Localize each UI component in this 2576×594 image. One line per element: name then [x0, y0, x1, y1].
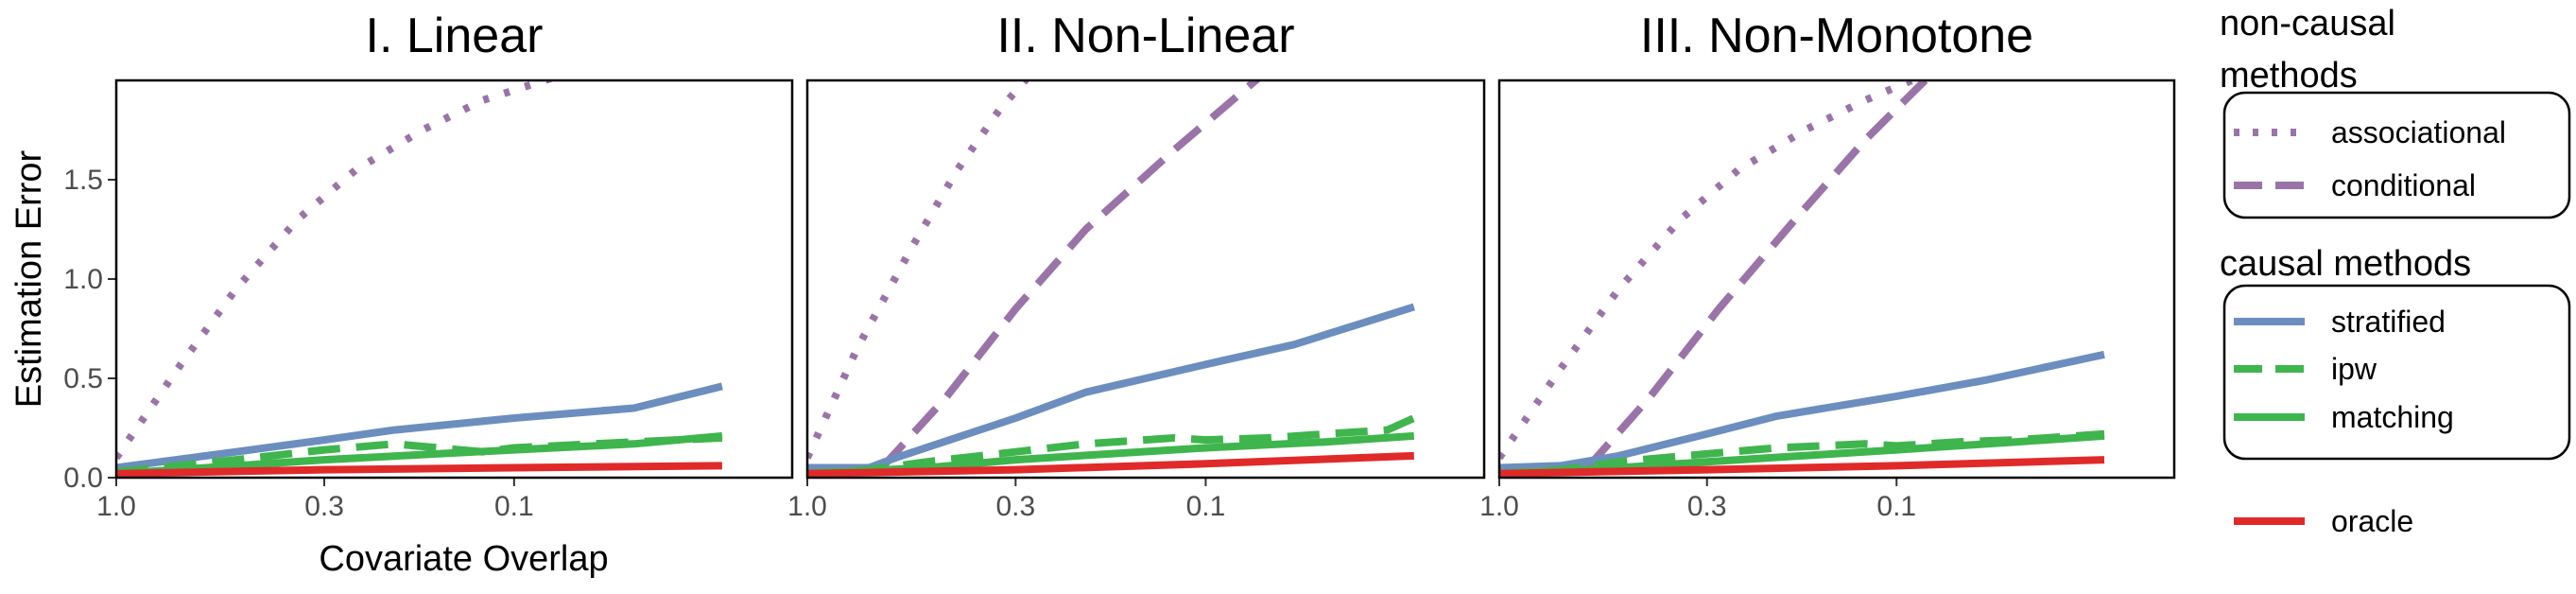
- x-tick-label: 1.0: [96, 491, 136, 522]
- legend-title: non-causal: [2220, 4, 2395, 44]
- series-line-associational: [807, 80, 1030, 460]
- x-axis-label: Covariate Overlap: [319, 539, 608, 579]
- legend-box: [2222, 284, 2571, 461]
- legend-label-ipw: ipw: [2331, 352, 2377, 386]
- x-tick-label: 0.3: [995, 491, 1035, 522]
- legend-label-associational: associational: [2331, 115, 2506, 149]
- series-line-oracle: [807, 451, 1414, 478]
- panel-title: I. Linear: [366, 9, 544, 63]
- x-tick-label: 0.1: [1876, 491, 1916, 522]
- panel-frame: [805, 79, 1486, 480]
- panel-series: [1499, 80, 2105, 478]
- series-line-stratified: [1499, 350, 2105, 472]
- panel-frame: [1497, 79, 2176, 480]
- legend-title: causal methods: [2220, 244, 2471, 284]
- y-tick-label: 0.5: [63, 363, 103, 394]
- panel-1: I. Linear 1.0 0.3 0.1: [96, 9, 794, 522]
- y-tick-label: 1.0: [63, 264, 103, 295]
- x-tick-label: 0.1: [1186, 491, 1226, 522]
- panel-2: II. Non-Linear 1.0 0.3 0.1: [787, 9, 1486, 522]
- panel-title: III. Non-Monotone: [1640, 9, 2033, 63]
- series-line-stratified: [116, 382, 723, 472]
- legend-label-matching: matching: [2331, 400, 2454, 434]
- legend-box: [2222, 91, 2571, 219]
- series-line-conditional: [878, 80, 1262, 471]
- x-tick-label: 0.1: [494, 491, 534, 522]
- legend-label-stratified: stratified: [2331, 305, 2446, 339]
- series-line-matching: [116, 431, 723, 478]
- series-line-conditional: [1584, 80, 1931, 471]
- x-tick-label: 0.3: [304, 491, 344, 522]
- y-tick-label: 1.5: [63, 165, 103, 196]
- y-tick-label: 0.0: [63, 463, 103, 494]
- legend-label-conditional: conditional: [2331, 168, 2476, 202]
- panel-3: III. Non-Monotone 1.0 0.3 0.1: [1479, 9, 2176, 522]
- legend-title: methods: [2220, 56, 2358, 96]
- x-tick-label: 0.3: [1687, 491, 1727, 522]
- series-line-oracle: [116, 462, 722, 478]
- x-tick-label: 1.0: [787, 491, 827, 522]
- panel-series: [116, 80, 723, 478]
- legend-label-oracle: oracle: [2331, 504, 2413, 538]
- legend: non-causal methods associational conditiona…: [2220, 4, 2571, 538]
- panel-frame: [114, 79, 794, 480]
- series-line-oracle: [1499, 456, 2105, 478]
- panel-series: [807, 80, 1416, 478]
- y-axis-label: Estimation Error: [9, 149, 49, 408]
- x-tick-label: 1.0: [1479, 491, 1519, 522]
- series-line-associational: [116, 80, 558, 461]
- panel-title: II. Non-Linear: [996, 9, 1294, 63]
- series-line-ipw: [807, 414, 1416, 478]
